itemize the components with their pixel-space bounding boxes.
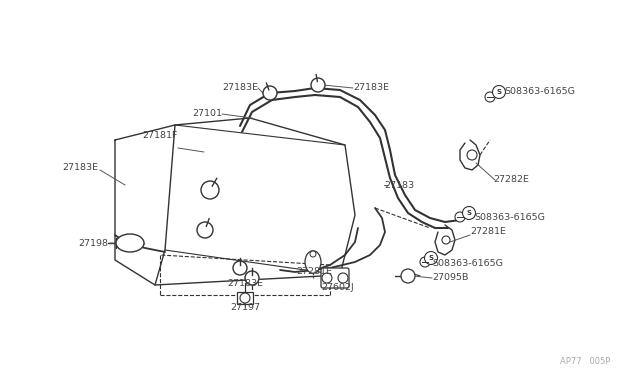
Text: S: S xyxy=(467,210,472,216)
Text: S08363-6165G: S08363-6165G xyxy=(474,214,545,222)
Circle shape xyxy=(311,78,325,92)
Circle shape xyxy=(493,86,506,99)
Text: S08363-6165G: S08363-6165G xyxy=(432,259,503,267)
Circle shape xyxy=(240,293,250,303)
Text: 27183E: 27183E xyxy=(227,279,263,288)
Text: 27183E: 27183E xyxy=(353,83,389,93)
Circle shape xyxy=(424,251,438,264)
Circle shape xyxy=(442,236,450,244)
Text: 27183: 27183 xyxy=(384,180,414,189)
Text: S: S xyxy=(497,89,502,95)
Text: 27198: 27198 xyxy=(78,238,108,247)
Text: AP77   005P: AP77 005P xyxy=(559,357,610,366)
Circle shape xyxy=(201,181,219,199)
Circle shape xyxy=(245,271,259,285)
Text: 27095B: 27095B xyxy=(432,273,468,282)
Ellipse shape xyxy=(116,234,144,252)
Circle shape xyxy=(401,269,415,283)
Text: 27101: 27101 xyxy=(192,109,222,119)
Ellipse shape xyxy=(305,251,321,273)
Circle shape xyxy=(467,150,477,160)
FancyBboxPatch shape xyxy=(237,292,253,304)
FancyBboxPatch shape xyxy=(321,268,349,288)
Text: 27282E: 27282E xyxy=(493,176,529,185)
Circle shape xyxy=(455,212,465,222)
Circle shape xyxy=(263,86,277,100)
Text: 27281E: 27281E xyxy=(470,228,506,237)
Text: S: S xyxy=(429,255,433,261)
Circle shape xyxy=(197,222,213,238)
Circle shape xyxy=(485,92,495,102)
Circle shape xyxy=(310,251,316,257)
Circle shape xyxy=(322,273,332,283)
Text: S08363-6165G: S08363-6165G xyxy=(504,87,575,96)
Circle shape xyxy=(420,257,430,267)
Text: 27181F: 27181F xyxy=(143,131,178,141)
Text: 27183E: 27183E xyxy=(62,163,98,171)
Text: 27183E: 27183E xyxy=(222,83,258,93)
Circle shape xyxy=(463,206,476,219)
Text: 27602J: 27602J xyxy=(322,283,355,292)
Circle shape xyxy=(338,273,348,283)
Circle shape xyxy=(233,261,247,275)
Text: 27197: 27197 xyxy=(230,304,260,312)
Text: 27281E: 27281E xyxy=(296,267,332,276)
